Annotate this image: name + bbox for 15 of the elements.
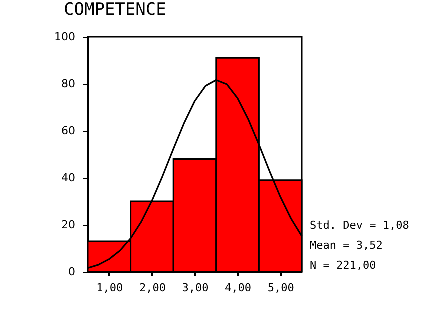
x-tick-label: 3,00	[182, 282, 209, 294]
x-tick-label: 2,00	[139, 282, 166, 294]
text: N = 221,00	[310, 259, 376, 272]
chart-title: COMPETENCE	[64, 0, 166, 20]
y-tick-label: 80	[62, 78, 76, 90]
text: Std. Dev = 1,08	[310, 219, 410, 232]
x-tick-label: 1,00	[96, 282, 124, 294]
y-tick-label: 0	[68, 266, 76, 278]
y-tick-label: 60	[62, 124, 76, 138]
y-tick-label: 20	[62, 218, 76, 232]
x-tick-label: 5,00	[268, 282, 294, 294]
x-tick-label: 4,00	[225, 282, 252, 294]
y-tick-label: 40	[62, 172, 76, 184]
text: Mean = 3,52	[310, 239, 383, 252]
y-tick-label: 100	[54, 30, 76, 44]
